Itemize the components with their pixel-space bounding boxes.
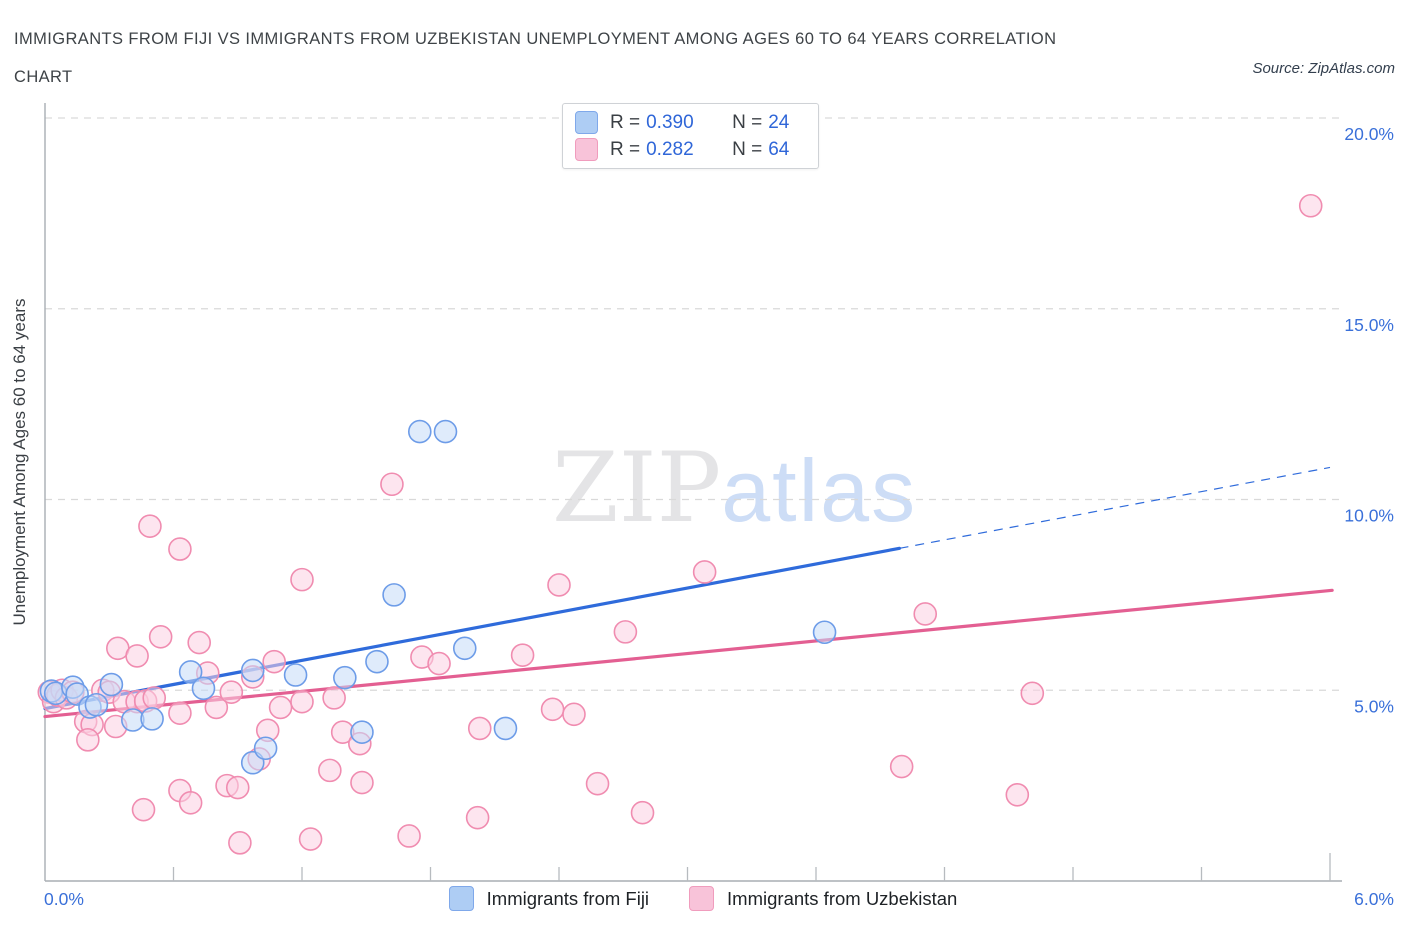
n-label: N = [732, 138, 763, 160]
scatter-point-uzbekistan[interactable] [290, 689, 314, 714]
scatter-point-uzbekistan[interactable] [225, 775, 250, 800]
r-value-uzbekistan: 0.282 [646, 138, 694, 160]
scatter-point-fiji[interactable] [253, 736, 278, 761]
scatter-point-fiji[interactable] [493, 716, 518, 741]
legend-item-uzbekistan[interactable]: Immigrants from Uzbekistan [689, 886, 957, 911]
scatter-point-uzbekistan[interactable] [889, 754, 914, 779]
legend-label-fiji: Immigrants from Fiji [486, 887, 650, 909]
fiji-trend-line-extension [899, 466, 1331, 549]
scatter-point-uzbekistan[interactable] [76, 728, 100, 752]
scatter-point-fiji[interactable] [365, 649, 389, 674]
scatter-point-fiji[interactable] [99, 672, 124, 697]
scatter-point-uzbekistan[interactable] [547, 573, 571, 597]
scatter-point-fiji[interactable] [84, 692, 109, 717]
scatter-point-uzbekistan[interactable] [380, 472, 404, 497]
scatter-point-uzbekistan[interactable] [913, 602, 938, 626]
n-value-uzbekistan: 64 [768, 138, 790, 160]
scatter-point-uzbekistan[interactable] [465, 805, 490, 830]
uzbekistan-trend-line [43, 588, 1334, 719]
stats-row-fiji: R = 0.390 N = 24 [575, 111, 804, 134]
y-tick-label: 15.0% [1344, 315, 1394, 335]
scatter-point-uzbekistan[interactable] [467, 716, 492, 741]
scatter-point-uzbekistan[interactable] [427, 651, 451, 676]
scatter-point-fiji[interactable] [191, 676, 216, 701]
scatter-point-uzbekistan[interactable] [219, 680, 244, 704]
scatter-point-uzbekistan[interactable] [125, 644, 149, 668]
r-label: R = [610, 138, 641, 160]
scatter-point-uzbekistan[interactable] [318, 758, 342, 783]
fiji-trend-line [43, 546, 902, 711]
scatter-point-uzbekistan[interactable] [131, 797, 156, 822]
scatter-point-uzbekistan[interactable] [204, 695, 229, 720]
y-tick-label: 5.0% [1354, 696, 1394, 716]
scatter-point-uzbekistan[interactable] [187, 630, 211, 655]
scatter-point-uzbekistan[interactable] [692, 560, 717, 584]
n-value-fiji: 24 [768, 111, 790, 133]
scatter-point-uzbekistan[interactable] [1005, 782, 1030, 807]
y-tick-label: 10.0% [1344, 506, 1394, 526]
r-label: R = [610, 111, 641, 133]
series-legend: Immigrants from Fiji Immigrants from Uzb… [0, 886, 1406, 911]
scatter-point-uzbekistan[interactable] [262, 649, 286, 674]
legend-label-uzbekistan: Immigrants from Uzbekistan [727, 887, 958, 909]
scatter-point-fiji[interactable] [140, 707, 164, 731]
scatter-point-uzbekistan[interactable] [322, 686, 346, 710]
scatter-point-fiji[interactable] [350, 720, 374, 745]
x-axis-min-label: 0.0% [44, 889, 84, 909]
uzbekistan-swatch-icon [575, 138, 598, 161]
legend-item-fiji[interactable]: Immigrants from Fiji [448, 886, 650, 911]
watermark-zip: ZIP [552, 432, 722, 544]
scatter-point-uzbekistan[interactable] [268, 695, 293, 720]
scatter-point-uzbekistan[interactable] [168, 701, 192, 725]
scatter-point-uzbekistan[interactable] [142, 686, 167, 710]
scatter-point-uzbekistan[interactable] [613, 620, 638, 644]
watermark-atlas: atlas [721, 441, 918, 540]
stats-row-uzbekistan: R = 0.282 N = 64 [575, 138, 804, 161]
scatter-point-fiji[interactable] [407, 419, 432, 444]
scatter-point-uzbekistan[interactable] [228, 831, 252, 855]
scatter-point-fiji[interactable] [178, 660, 203, 684]
page-title: IMMIGRANTS FROM FIJI VS IMMIGRANTS FROM … [14, 20, 1194, 96]
correlation-stats-legend: R = 0.390 N = 24 R = 0.282 N = 64 [562, 103, 820, 169]
page-title-line2: CHART [14, 68, 73, 86]
scatter-point-uzbekistan[interactable] [1020, 681, 1045, 706]
scatter-point-fiji[interactable] [240, 658, 265, 683]
page-title-line1: IMMIGRANTS FROM FIJI VS IMMIGRANTS FROM … [14, 30, 1057, 48]
scatter-point-uzbekistan[interactable] [298, 827, 323, 851]
scatter-point-uzbekistan[interactable] [630, 800, 655, 825]
scatter-point-fiji[interactable] [283, 663, 308, 687]
y-tick-label: 20.0% [1344, 124, 1394, 144]
scatter-point-fiji[interactable] [433, 419, 458, 444]
scatter-point-uzbekistan[interactable] [510, 643, 535, 667]
scatter-point-uzbekistan[interactable] [148, 625, 173, 649]
x-axis-max-label: 6.0% [1354, 889, 1394, 909]
n-label: N = [732, 111, 763, 133]
scatter-point-uzbekistan[interactable] [290, 567, 314, 592]
scatter-point-uzbekistan[interactable] [1298, 193, 1323, 218]
scatter-point-uzbekistan[interactable] [397, 824, 421, 848]
uzbekistan-swatch-icon [689, 886, 715, 911]
scatter-point-fiji[interactable] [452, 636, 477, 661]
r-value-fiji: 0.390 [646, 111, 694, 133]
scatter-point-fiji[interactable] [812, 620, 837, 645]
scatter-point-uzbekistan[interactable] [540, 697, 565, 722]
scatter-point-uzbekistan[interactable] [562, 702, 586, 727]
scatter-point-uzbekistan[interactable] [138, 514, 162, 539]
fiji-swatch-icon [448, 886, 474, 911]
scatter-point-uzbekistan[interactable] [178, 790, 203, 815]
scatter-point-uzbekistan[interactable] [168, 537, 192, 561]
source-attribution: Source: ZipAtlas.com [1252, 60, 1395, 77]
scatter-point-uzbekistan[interactable] [350, 770, 374, 795]
scatter-point-fiji[interactable] [333, 665, 357, 690]
scatter-point-fiji[interactable] [382, 583, 406, 607]
fiji-swatch-icon [575, 111, 598, 134]
scatter-point-uzbekistan[interactable] [585, 771, 610, 796]
zipatlas-watermark: ZIPatlas [552, 432, 917, 544]
